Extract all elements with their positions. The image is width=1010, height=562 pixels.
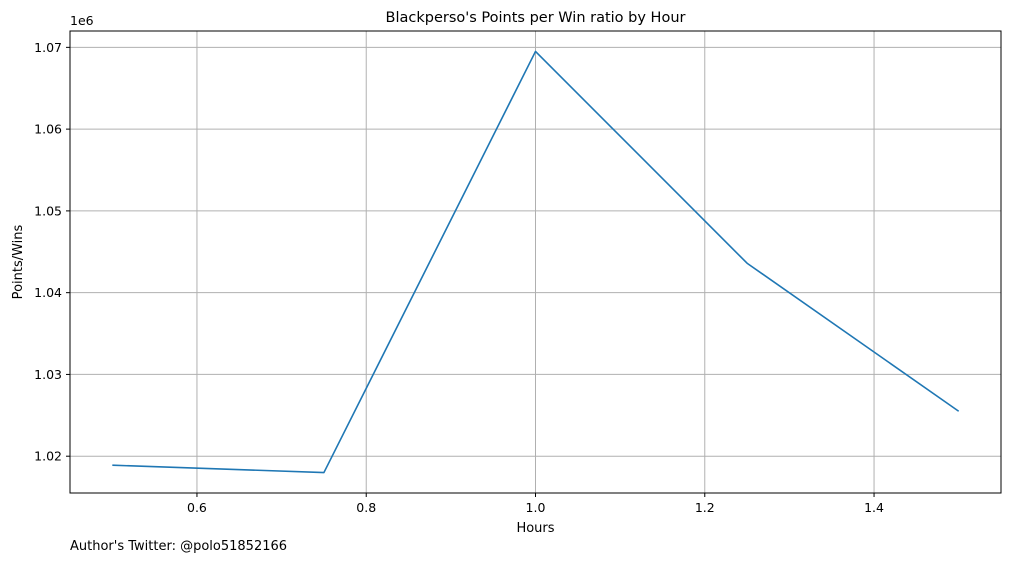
x-tick-label: 0.8 [356, 500, 376, 515]
y-tick-label: 1.04 [34, 285, 62, 300]
x-axis-label: Hours [516, 521, 554, 536]
chart-title: Blackperso's Points per Win ratio by Hou… [386, 10, 686, 26]
y-axis-offset-label: 1e6 [70, 13, 94, 28]
x-tick-label: 0.6 [187, 500, 207, 515]
x-tick-label: 1.0 [526, 500, 546, 515]
y-tick-label: 1.05 [34, 203, 62, 218]
x-tick-label: 1.2 [695, 500, 715, 515]
y-tick-label: 1.07 [34, 40, 62, 55]
y-tick-label: 1.02 [34, 449, 62, 464]
y-tick-label: 1.03 [34, 367, 62, 382]
y-axis-label: Points/Wins [11, 224, 26, 299]
grid-layer [70, 31, 1001, 493]
x-tick-label: 1.4 [864, 500, 884, 515]
author-twitter-note: Author's Twitter: @polo51852166 [70, 539, 287, 554]
y-tick-label: 1.06 [34, 122, 62, 137]
tick-layer: 0.6 0.8 1.0 1.2 1.4 1.02 1.03 1.04 1.05 1.06 1.07 [34, 40, 884, 515]
series-layer [112, 50, 960, 474]
